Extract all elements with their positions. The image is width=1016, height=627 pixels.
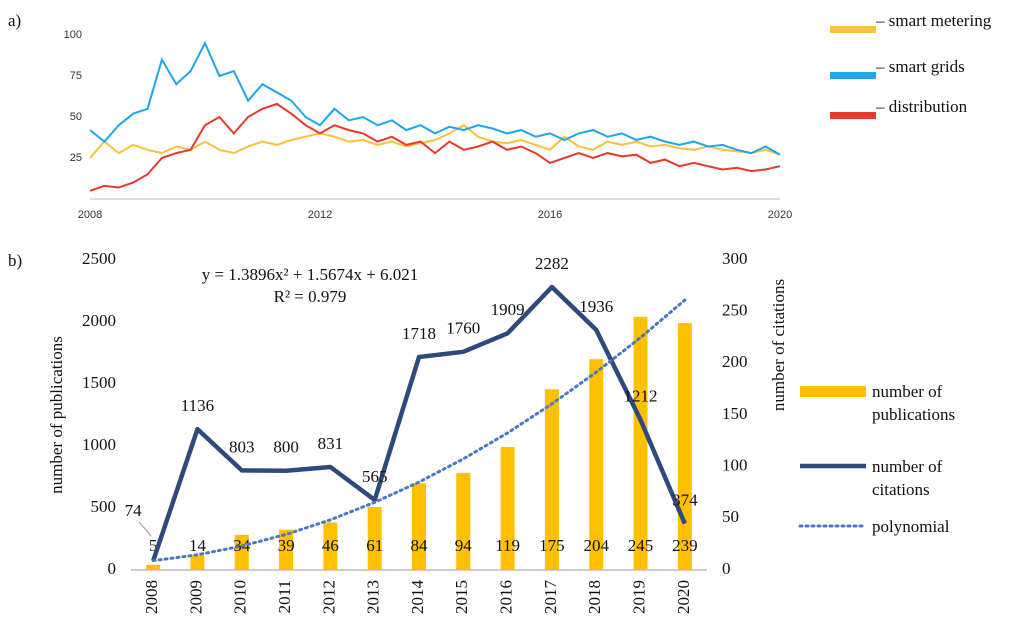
legend-label: – smart grids: [875, 57, 965, 76]
bar-label: 39: [278, 536, 295, 555]
line-label: 565: [362, 467, 388, 486]
y2-tick-label: 300: [722, 249, 748, 268]
bar-label: 119: [495, 536, 520, 555]
bar: [500, 447, 515, 570]
bar: [190, 555, 205, 570]
line-label: 1936: [579, 297, 613, 316]
legend-label: number of publications: [872, 382, 956, 424]
x-tick-label: 2011: [275, 580, 294, 613]
y-tick-label: 100: [64, 29, 82, 41]
x-tick-label: 2012: [319, 580, 338, 614]
bar-label: 245: [628, 536, 654, 555]
series-line: [151, 284, 687, 562]
series-line: [89, 123, 781, 159]
line-label: 831: [318, 434, 344, 453]
y2-tick-label: 50: [722, 507, 739, 526]
y-tick-label: 500: [91, 497, 117, 516]
x-tick-label: 2009: [186, 580, 205, 614]
series-line: [89, 40, 781, 156]
line-label: 1760: [446, 319, 480, 338]
bar-label: 94: [455, 536, 473, 555]
y-tick-label: 1000: [82, 435, 116, 454]
legend-label: – distribution: [875, 97, 968, 116]
series-line: [89, 102, 781, 192]
equation: y = 1.3896x² + 1.5674x + 6.021: [202, 265, 419, 284]
bar: [323, 522, 338, 570]
x-tick-label: 2017: [541, 580, 560, 615]
y-tick-label: 0: [108, 559, 117, 578]
line-label: 2282: [535, 254, 569, 273]
y-tick-label: 75: [70, 70, 82, 82]
bar-label: 175: [539, 536, 565, 555]
y2-tick-label: 0: [722, 559, 731, 578]
legend-label: number of citations: [872, 457, 943, 499]
bar-label: 61: [366, 536, 383, 555]
bar: [412, 483, 426, 570]
line-label: 803: [229, 437, 255, 456]
y-axis-title: number of publications: [47, 336, 66, 494]
line-label: 1909: [491, 300, 525, 319]
bar: [589, 359, 604, 570]
legend-swatch: [830, 112, 876, 119]
bar: [367, 506, 382, 570]
panel-label: b): [8, 251, 22, 270]
line-label: 800: [273, 438, 299, 457]
y2-tick-label: 250: [722, 301, 748, 320]
legend-label: polynomial: [872, 517, 950, 536]
legend-swatch: [830, 26, 876, 33]
bar-label: 204: [583, 536, 609, 555]
x-tick-label: 2019: [629, 580, 648, 614]
line-label: 1212: [624, 387, 658, 406]
legend-label: – smart metering: [875, 11, 992, 30]
bar-label: 239: [672, 536, 698, 555]
bar: [234, 534, 249, 570]
x-tick-label: 2013: [364, 580, 383, 614]
x-tick-label: 2020: [674, 580, 693, 614]
series-line: [151, 298, 687, 563]
x-tick-label: 2012: [308, 209, 332, 221]
x-tick-label: 2008: [78, 209, 102, 221]
bar-label: 46: [322, 536, 339, 555]
y-tick-label: 1500: [82, 373, 116, 392]
legend-swatch: [830, 72, 876, 79]
line-label: 374: [672, 491, 698, 510]
bar: [279, 529, 294, 570]
leader-line: [138, 521, 152, 537]
x-tick-label: 2016: [497, 580, 516, 614]
r-squared: R² = 0.979: [274, 287, 347, 306]
y2-axis-title: number of citations: [769, 279, 788, 411]
y2-tick-label: 200: [722, 352, 748, 371]
bar: [456, 472, 471, 570]
panel-label: a): [8, 11, 21, 30]
y2-tick-label: 100: [722, 456, 748, 475]
line-label: 1718: [402, 324, 436, 343]
x-tick-label: 2015: [452, 580, 471, 614]
x-tick-label: 2020: [768, 209, 792, 221]
bar-label: 84: [411, 536, 429, 555]
y2-tick-label: 150: [722, 404, 748, 423]
legend-swatch: [800, 386, 866, 397]
line-label: 1136: [181, 396, 214, 415]
x-tick-label: 2018: [585, 580, 604, 614]
bar-label: 14: [189, 536, 207, 555]
bar-label: 5: [149, 536, 158, 555]
bar: [633, 316, 648, 570]
bar: [146, 564, 161, 570]
y-tick-label: 50: [70, 111, 82, 123]
x-tick-label: 2016: [538, 209, 562, 221]
bar: [677, 323, 692, 570]
x-tick-label: 2010: [231, 580, 250, 614]
y-tick-label: 25: [70, 152, 82, 164]
line-label: 74: [125, 501, 143, 520]
bar: [544, 389, 559, 570]
y-tick-label: 2500: [82, 249, 116, 268]
x-tick-label: 2008: [142, 580, 161, 614]
x-tick-label: 2014: [408, 580, 427, 615]
y-tick-label: 2000: [82, 311, 116, 330]
